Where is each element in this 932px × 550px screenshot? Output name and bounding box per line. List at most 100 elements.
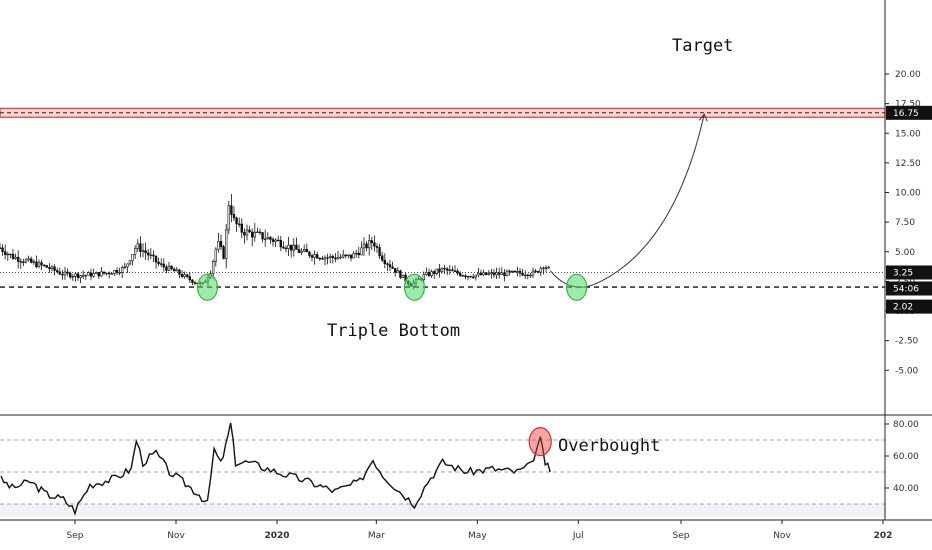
candle-body <box>175 269 178 272</box>
candle-body <box>227 205 230 231</box>
candle-body <box>422 274 425 280</box>
candle-body <box>154 255 158 263</box>
candle-body <box>212 260 215 274</box>
candle-body <box>69 272 72 278</box>
candle-body <box>162 263 165 268</box>
candle-body <box>328 256 332 259</box>
candle-body <box>365 243 368 249</box>
candle-body <box>102 271 106 274</box>
price-pane[interactable] <box>0 107 886 301</box>
candle-body <box>243 232 246 236</box>
candle-body <box>326 257 329 259</box>
candle-body <box>279 239 282 248</box>
candle-body <box>217 241 220 250</box>
candle-body <box>352 253 355 259</box>
candle-body <box>55 270 59 273</box>
candle-body <box>373 242 376 247</box>
resistance-price-tag <box>886 105 932 120</box>
candle-body <box>66 271 69 274</box>
candle-body <box>401 274 405 278</box>
candle-body <box>443 267 446 270</box>
price-tick-label: 7.50 <box>895 218 915 228</box>
candle-body <box>230 205 233 215</box>
candle-body <box>14 256 17 259</box>
candle-body <box>27 258 30 261</box>
bottom-marker-2 <box>403 273 426 301</box>
candle-body <box>50 266 54 270</box>
candle-body <box>131 254 134 262</box>
price-tick-label: 5.00 <box>895 248 915 258</box>
candle-body <box>84 274 88 277</box>
candle-body <box>76 273 80 278</box>
rsi-pane[interactable] <box>0 414 932 517</box>
candle-body <box>245 229 249 236</box>
candle-body <box>6 253 10 256</box>
projection-arrowhead <box>698 113 708 122</box>
candle-body <box>313 254 316 258</box>
candle-body <box>253 231 256 238</box>
candle-body <box>238 223 241 225</box>
candle-body <box>261 232 264 240</box>
countdown-label: 54:06 <box>893 284 919 294</box>
candle-body <box>378 247 381 257</box>
rsi-tick-label: 40.00 <box>893 484 919 494</box>
candle-body <box>334 257 337 260</box>
candle-body <box>274 239 277 242</box>
candle-body <box>188 276 191 281</box>
time-tick-label: Sep <box>67 531 84 541</box>
candle-body <box>339 256 342 259</box>
candle-body <box>147 252 150 256</box>
candle-body <box>79 275 82 278</box>
candle-body <box>505 270 509 277</box>
candle-body <box>95 272 98 274</box>
price-tick-label: 12.50 <box>895 159 921 169</box>
candle-body <box>289 244 293 251</box>
last-price-tag-label: 3.25 <box>893 268 913 278</box>
candle-body <box>497 272 501 275</box>
candle-body <box>336 257 340 260</box>
candle-body <box>430 271 433 276</box>
candle-body <box>349 254 353 259</box>
candle-body <box>490 272 493 275</box>
candle-body <box>32 261 36 263</box>
candle-body <box>477 272 480 276</box>
candle-body <box>71 276 75 278</box>
candle-body <box>89 272 93 277</box>
candle-body <box>386 263 389 265</box>
candle-body <box>11 253 15 259</box>
candle-body <box>258 231 262 234</box>
candle-body <box>396 270 399 273</box>
candle-body <box>29 258 33 263</box>
candle-body <box>531 270 535 276</box>
candle-body <box>516 270 519 273</box>
candle-body <box>263 238 267 241</box>
candle-body <box>341 254 345 258</box>
time-tick-label: Sep <box>673 531 690 541</box>
triple-bottom-annotation: Triple Bottom <box>327 321 460 341</box>
price-tick-label: 20.00 <box>895 70 921 80</box>
projection-curve <box>549 114 705 288</box>
candle-body <box>367 240 371 249</box>
candle-body <box>108 272 111 275</box>
candle-body <box>183 274 186 277</box>
candle-body <box>344 254 347 257</box>
candle-body <box>0 247 2 249</box>
candle-body <box>1 247 4 252</box>
candle-body <box>370 240 373 243</box>
candle-body <box>115 270 119 273</box>
candle-body <box>427 272 431 276</box>
candle-body <box>180 274 184 277</box>
candle-body <box>24 259 28 263</box>
candle-body <box>523 274 527 277</box>
candle-body <box>225 229 228 259</box>
candle-body <box>310 255 314 258</box>
candle-body <box>458 272 462 276</box>
time-tick-label: Jul <box>572 531 584 541</box>
candle-body <box>100 271 103 277</box>
candle-body <box>456 270 459 274</box>
time-tick-label: May <box>468 531 487 541</box>
price-tick-label: -5.00 <box>895 366 919 376</box>
candle-body <box>178 269 181 275</box>
candle-body <box>399 270 402 278</box>
